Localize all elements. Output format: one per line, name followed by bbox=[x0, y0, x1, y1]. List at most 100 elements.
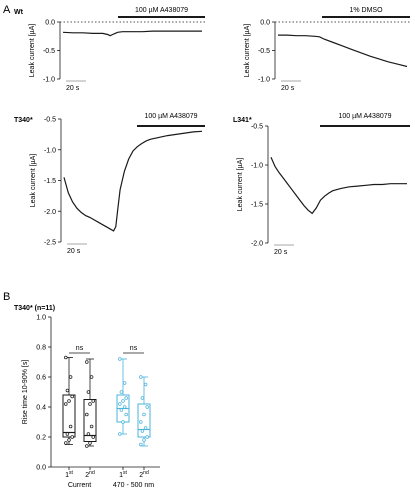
data-point bbox=[145, 435, 149, 439]
y-tick-label: -1.5 bbox=[251, 202, 263, 209]
data-point bbox=[119, 408, 124, 412]
data-point bbox=[64, 441, 68, 445]
drug-label: 1% DMSO bbox=[349, 7, 383, 14]
y-tick-label: -2.5 bbox=[44, 240, 56, 247]
data-point bbox=[122, 405, 127, 409]
y-axis-label: Leak current [µA] bbox=[244, 24, 251, 78]
data-point bbox=[65, 388, 70, 393]
current-trace bbox=[62, 30, 202, 37]
drug-label: 100 µM A438079 bbox=[338, 113, 391, 120]
y-tick-label: 0.0 bbox=[36, 465, 46, 472]
box-1: 2nd bbox=[83, 358, 97, 479]
x-tick-main: 1 bbox=[65, 472, 69, 479]
data-point bbox=[139, 375, 143, 379]
scale-bar-label: 20 s bbox=[66, 85, 80, 92]
data-point bbox=[85, 412, 89, 417]
data-point bbox=[89, 424, 94, 429]
group-label: 470 - 500 nm bbox=[113, 482, 154, 489]
current-trace bbox=[278, 34, 408, 68]
trace-title: Wt bbox=[14, 9, 24, 16]
y-tick-label: -1.0 bbox=[251, 163, 263, 170]
data-point bbox=[122, 381, 127, 385]
data-point bbox=[91, 435, 95, 439]
scale-bar-label: 20 s bbox=[67, 248, 81, 255]
data-point bbox=[143, 382, 148, 387]
box-iqr bbox=[137, 403, 151, 438]
y-tick-label: 1.0 bbox=[36, 315, 46, 322]
y-tick-label: -1.0 bbox=[43, 77, 55, 84]
data-point bbox=[142, 412, 146, 417]
data-point bbox=[139, 442, 143, 447]
data-point bbox=[88, 402, 92, 406]
x-tick-label: 2nd bbox=[139, 470, 149, 479]
y-tick-label: 0.2 bbox=[36, 435, 46, 442]
data-point bbox=[86, 432, 91, 436]
y-tick-label: 0.8 bbox=[36, 345, 46, 352]
data-point bbox=[65, 432, 70, 436]
y-tick-label: -1.5 bbox=[44, 178, 56, 185]
data-point bbox=[64, 402, 68, 406]
data-point bbox=[121, 420, 125, 424]
y-tick-label: -0.5 bbox=[44, 117, 56, 124]
data-point bbox=[119, 390, 124, 394]
data-point bbox=[67, 399, 71, 403]
data-point bbox=[124, 412, 128, 417]
box-iqr bbox=[62, 394, 76, 438]
data-point bbox=[68, 424, 73, 429]
data-point bbox=[121, 399, 125, 403]
data-point bbox=[124, 396, 128, 400]
group-label: Current bbox=[68, 482, 91, 489]
data-point bbox=[85, 444, 89, 448]
y-tick-label: 0.6 bbox=[36, 375, 46, 382]
y-tick-label: -1.0 bbox=[258, 77, 270, 84]
sig-label: ns bbox=[76, 345, 84, 352]
y-axis-label: Leak current [µA] bbox=[29, 24, 36, 78]
data-point bbox=[143, 426, 148, 430]
y-tick-label: -0.5 bbox=[251, 124, 263, 131]
y-tick-label: 0.4 bbox=[36, 405, 46, 412]
x-tick-main: 2 bbox=[139, 472, 143, 479]
x-tick-main: 1 bbox=[119, 472, 123, 479]
data-point bbox=[140, 396, 145, 400]
y-tick-label: -0.5 bbox=[258, 48, 270, 55]
data-point bbox=[89, 375, 94, 379]
data-point bbox=[70, 435, 74, 439]
y-tick-label: 0.0 bbox=[45, 20, 55, 27]
data-point bbox=[140, 429, 145, 433]
x-tick-sup: nd bbox=[89, 470, 95, 476]
data-point bbox=[88, 441, 92, 445]
data-point bbox=[118, 402, 122, 406]
x-tick-sup: nd bbox=[143, 470, 149, 476]
current-trace bbox=[63, 130, 203, 232]
scale-bar-label: 20 s bbox=[281, 85, 295, 92]
sig-label: ns bbox=[130, 345, 138, 352]
x-tick-sup: st bbox=[123, 470, 128, 476]
y-axis-label: Leak current [µA] bbox=[30, 154, 37, 208]
scale-bar-label: 20 s bbox=[274, 249, 288, 256]
data-point bbox=[139, 420, 143, 424]
y-tick-label: -2.0 bbox=[44, 209, 56, 216]
y-tick-label: -1.0 bbox=[44, 147, 56, 154]
trace-panel-t340: T340* 100 µM A438079 -0.5 -1.0 -1.5 -2.0 -2.5 L… bbox=[14, 113, 205, 255]
current-trace bbox=[270, 156, 407, 215]
x-tick-sup: st bbox=[69, 470, 74, 476]
y-tick-label: 0.0 bbox=[260, 20, 270, 27]
y-axis-label: Rise time 10-90% [s] bbox=[22, 360, 29, 425]
box-0: 1st bbox=[62, 355, 76, 479]
data-point bbox=[67, 438, 71, 442]
drug-label: 100 µM A438079 bbox=[135, 7, 188, 14]
data-point bbox=[86, 390, 91, 394]
x-tick-label: 2nd bbox=[85, 470, 95, 479]
drug-label: 100 µM A438079 bbox=[144, 113, 197, 120]
trace-panel-dmso: 1% DMSO 0.0 -0.5 -1.0 Leak current [µA] 20 s bbox=[244, 7, 410, 92]
box-2: 1st bbox=[116, 357, 130, 479]
box-3: 2nd bbox=[137, 375, 151, 479]
x-tick-label: 1st bbox=[119, 470, 127, 479]
data-point bbox=[118, 432, 122, 436]
y-tick-label: -0.5 bbox=[43, 48, 55, 55]
data-point bbox=[118, 357, 122, 361]
rise-time-boxplot: T340* (n=11) 0.0 0.2 0.4 0.6 0.8 1.0 Rise time … bbox=[14, 305, 160, 489]
trace-panel-wt: Wt 100 µM A438079 0.0 -0.5 -1.0 Leak current … bbox=[14, 7, 205, 92]
boxplot-title: T340* (n=11) bbox=[14, 305, 55, 312]
